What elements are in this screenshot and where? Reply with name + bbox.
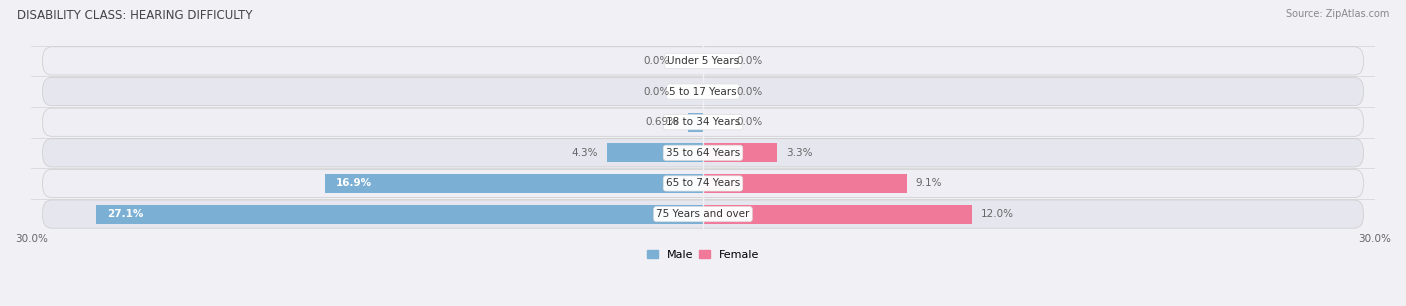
FancyBboxPatch shape bbox=[42, 200, 1364, 228]
Text: Under 5 Years: Under 5 Years bbox=[666, 56, 740, 66]
Text: 0.0%: 0.0% bbox=[737, 56, 763, 66]
FancyBboxPatch shape bbox=[42, 139, 1364, 167]
Bar bbox=[688, 113, 703, 132]
Text: 4.3%: 4.3% bbox=[571, 148, 598, 158]
Text: 16.9%: 16.9% bbox=[336, 178, 373, 188]
FancyBboxPatch shape bbox=[42, 47, 1364, 75]
FancyBboxPatch shape bbox=[42, 77, 1364, 106]
Text: 3.3%: 3.3% bbox=[786, 148, 813, 158]
FancyBboxPatch shape bbox=[42, 170, 1364, 198]
Bar bbox=[325, 174, 703, 193]
Text: 65 to 74 Years: 65 to 74 Years bbox=[666, 178, 740, 188]
Text: 12.0%: 12.0% bbox=[980, 209, 1014, 219]
Text: Source: ZipAtlas.com: Source: ZipAtlas.com bbox=[1285, 9, 1389, 19]
Text: 9.1%: 9.1% bbox=[915, 178, 942, 188]
Text: DISABILITY CLASS: HEARING DIFFICULTY: DISABILITY CLASS: HEARING DIFFICULTY bbox=[17, 9, 252, 22]
FancyBboxPatch shape bbox=[42, 108, 1364, 136]
Text: 0.0%: 0.0% bbox=[643, 87, 669, 97]
Bar bbox=[703, 174, 907, 193]
Text: 27.1%: 27.1% bbox=[107, 209, 143, 219]
Text: 35 to 64 Years: 35 to 64 Years bbox=[666, 148, 740, 158]
Text: 0.0%: 0.0% bbox=[737, 87, 763, 97]
Bar bbox=[703, 143, 778, 162]
Text: 18 to 34 Years: 18 to 34 Years bbox=[666, 117, 740, 127]
Bar bbox=[703, 205, 972, 224]
Bar bbox=[97, 205, 703, 224]
Bar bbox=[607, 143, 703, 162]
Text: 0.69%: 0.69% bbox=[645, 117, 679, 127]
Text: 5 to 17 Years: 5 to 17 Years bbox=[669, 87, 737, 97]
Text: 0.0%: 0.0% bbox=[643, 56, 669, 66]
Text: 75 Years and over: 75 Years and over bbox=[657, 209, 749, 219]
Text: 0.0%: 0.0% bbox=[737, 117, 763, 127]
Legend: Male, Female: Male, Female bbox=[643, 245, 763, 264]
